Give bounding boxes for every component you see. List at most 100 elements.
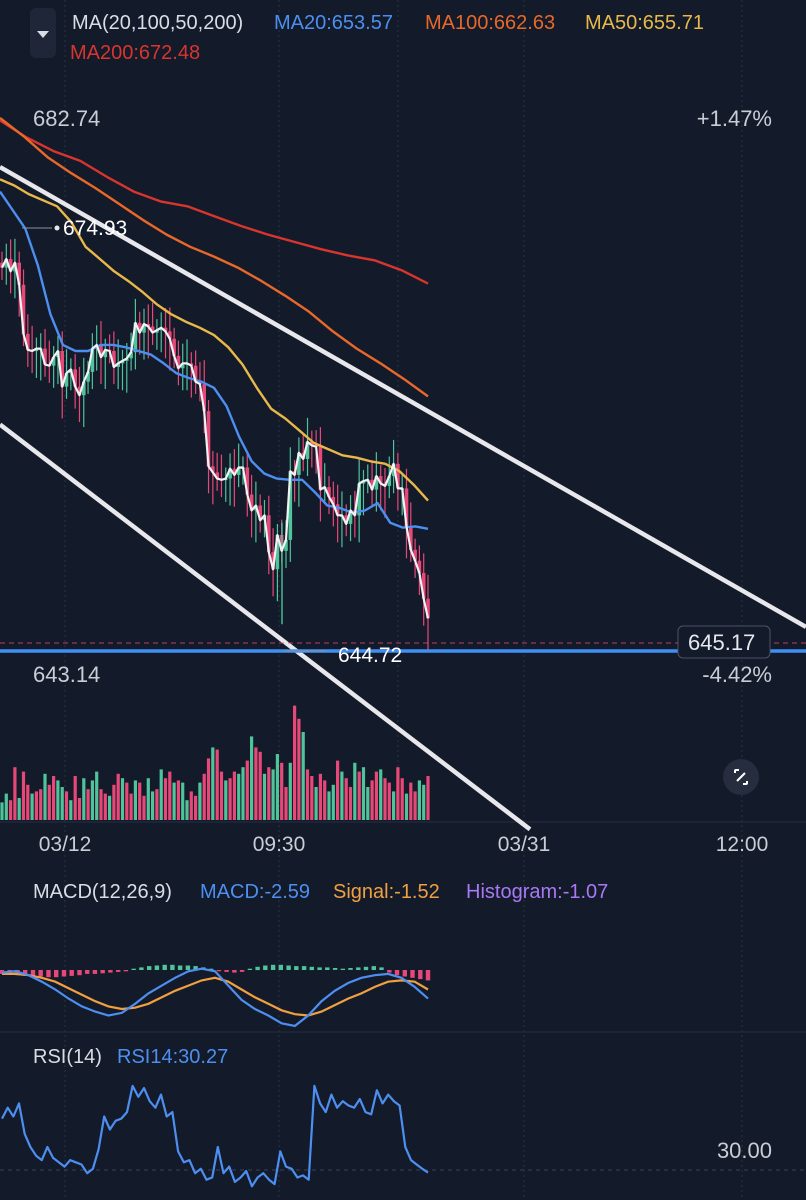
- candle-body: [137, 322, 142, 333]
- volume-bar: [86, 789, 90, 820]
- time-label: 03/12: [39, 833, 92, 856]
- volume-bar: [206, 758, 211, 820]
- volume-bar: [155, 789, 159, 820]
- volume-bar: [310, 776, 314, 820]
- volume-bar: [95, 771, 99, 820]
- candle-body: [193, 365, 198, 382]
- volume-bar: [400, 778, 404, 820]
- volume-bar: [280, 762, 284, 820]
- histogram-bar: [100, 970, 105, 974]
- candle-body: [318, 446, 323, 490]
- candle-body: [374, 476, 379, 490]
- volume-bar: [383, 778, 387, 820]
- volume-bar: [17, 798, 21, 820]
- peak-price-label: 674.93: [63, 217, 127, 240]
- current-price-tag: [677, 625, 771, 659]
- volume-bar: [271, 769, 275, 820]
- volume-bar: [288, 762, 292, 820]
- volume-bar: [241, 767, 245, 820]
- candle-body: [172, 338, 176, 356]
- candle-body: [232, 468, 237, 475]
- volume-bar: [64, 791, 69, 820]
- volume-bar: [21, 771, 26, 820]
- candle-body: [249, 494, 254, 511]
- candle-body: [129, 352, 133, 359]
- volume-bar: [99, 789, 103, 820]
- histogram-bar: [162, 964, 167, 970]
- volume-bar: [13, 767, 17, 820]
- histogram-bar: [348, 968, 353, 970]
- volume-bar: [142, 795, 146, 820]
- candle-body: [211, 466, 215, 473]
- volume-bar: [198, 782, 202, 820]
- candle-body: [275, 535, 280, 570]
- candle-body: [370, 479, 374, 490]
- ma100-line: [0, 117, 429, 398]
- volume-bar: [409, 782, 413, 820]
- volume-bar: [39, 789, 43, 820]
- histogram-bar: [247, 968, 253, 970]
- histogram-bar: [77, 970, 82, 976]
- candlesticks: [0, 238, 430, 651]
- candle-body: [284, 539, 288, 551]
- candle-body: [421, 573, 426, 599]
- histogram-bar: [38, 970, 43, 977]
- volume-bar: [237, 773, 241, 820]
- histogram-bar: [363, 966, 369, 971]
- current-price-value: 645.17: [688, 630, 755, 655]
- volume-bar: [284, 787, 288, 820]
- volume-bar: [90, 780, 94, 820]
- candle-body: [310, 441, 314, 446]
- histogram-bar: [394, 970, 400, 976]
- moving-averages: [0, 117, 429, 530]
- volume-bar: [52, 776, 56, 820]
- volume-bar: [215, 749, 219, 820]
- histogram-bar: [325, 967, 330, 970]
- volume-bar: [151, 791, 155, 820]
- volume-bar: [262, 773, 267, 820]
- histogram-bar: [116, 970, 121, 972]
- histogram-bar: [224, 970, 229, 972]
- histogram-bar: [30, 970, 36, 977]
- candle-body: [417, 560, 422, 573]
- candle-body: [133, 322, 138, 353]
- candle-body: [297, 452, 301, 475]
- expand-icon: [734, 769, 748, 785]
- volume-bar: [194, 795, 198, 820]
- ma200-line: [0, 119, 429, 285]
- volume-bar: [112, 784, 116, 820]
- volume-bar: [129, 793, 133, 820]
- ma200-value: MA200:672.48: [70, 42, 200, 64]
- candle-body: [426, 598, 430, 619]
- macd-value: MACD:-2.59: [200, 881, 310, 903]
- volume-bar: [125, 782, 129, 820]
- histogram-bar: [147, 966, 152, 970]
- rsi-panel: [1, 1084, 429, 1188]
- rsi-level-label: 30.00: [717, 1138, 772, 1163]
- macd-line: [1, 967, 429, 1028]
- histogram-bar: [131, 968, 136, 970]
- candle-body: [202, 384, 206, 412]
- ma20-line: [0, 190, 429, 530]
- candle-body: [413, 549, 417, 561]
- candle-body: [26, 333, 30, 350]
- macd-histogram-value: Histogram:-1.07: [466, 881, 608, 903]
- histogram-bar: [332, 968, 338, 970]
- histogram-bar: [54, 970, 59, 978]
- candle-body: [176, 355, 181, 369]
- volume-bar: [258, 751, 262, 820]
- candle-body: [267, 515, 271, 553]
- histogram-bar: [379, 967, 384, 970]
- volume-bar: [348, 787, 353, 820]
- trough-price-label: 644.72: [338, 644, 402, 667]
- vertical-grid: [64, 0, 743, 1200]
- candle-body: [73, 369, 77, 387]
- candle-body: [404, 488, 409, 527]
- histogram-bar: [139, 967, 144, 970]
- candle-body: [8, 259, 13, 272]
- candle-body: [396, 463, 400, 489]
- candle-body: [43, 348, 47, 365]
- candle-body: [331, 496, 336, 505]
- rsi-value: RSI14:30.27: [117, 1046, 228, 1068]
